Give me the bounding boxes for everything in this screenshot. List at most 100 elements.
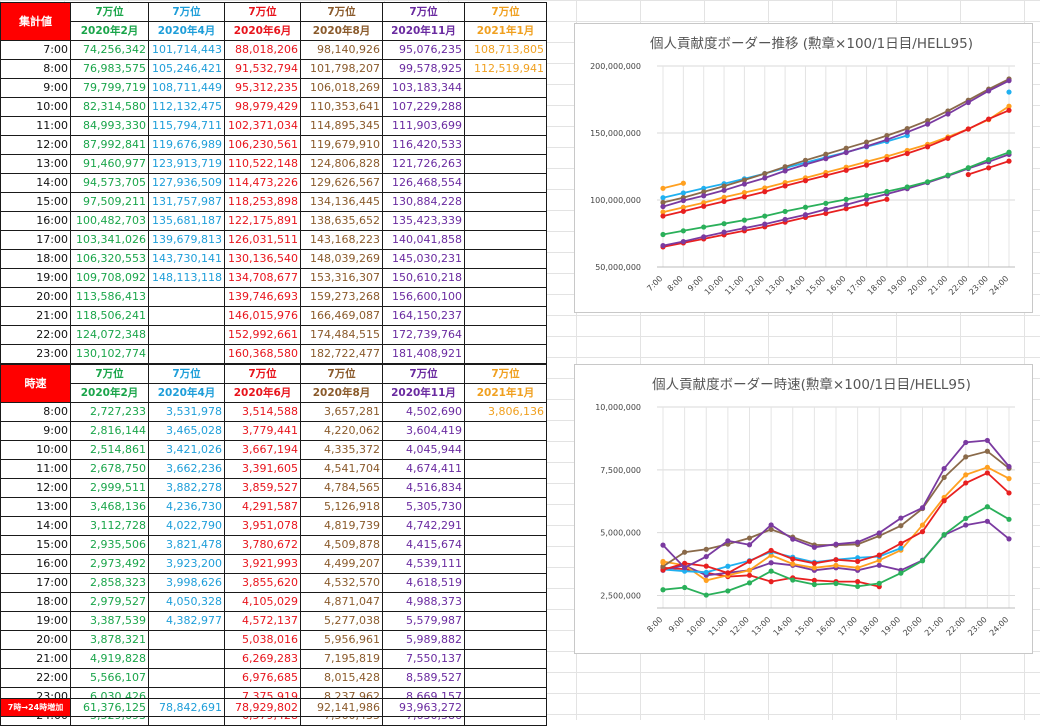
data-point	[941, 498, 947, 504]
value-cell	[464, 497, 547, 517]
data-point	[1006, 149, 1012, 155]
value-cell: 4,572,137	[224, 611, 301, 631]
value-cell: 114,895,345	[300, 116, 383, 136]
x-tick-label: 24:00	[988, 615, 1011, 638]
time-label: 13:00	[0, 154, 71, 174]
data-point	[1006, 463, 1012, 470]
data-point	[965, 99, 971, 106]
table-row: 21:00 118,506,241 146,015,976 166,469,087 16…	[0, 306, 547, 326]
table-row: 22:00 5,566,107 6,976,685 8,015,428 8,589,52…	[0, 668, 547, 688]
value-cell: 3,951,078	[224, 516, 301, 536]
x-tick-label: 12:00	[744, 274, 767, 297]
time-label: 14:00	[0, 516, 71, 536]
value-cell: 6,269,283	[224, 649, 301, 669]
data-point	[811, 560, 817, 566]
table-row: 8:00 2,727,233 3,531,978 3,514,588 3,657,281…	[0, 402, 547, 422]
value-cell: 106,018,269	[300, 78, 383, 98]
table-row: 21:00 4,919,828 6,269,283 7,195,819 7,550,13…	[0, 649, 547, 669]
data-point	[762, 221, 768, 227]
time-label: 17:00	[0, 573, 71, 593]
time-label: 10:00	[0, 97, 71, 117]
table-row: 20:00 113,586,413 139,746,693 159,273,268 15…	[0, 287, 547, 307]
value-cell: 3,882,278	[148, 478, 225, 498]
data-point	[963, 454, 969, 460]
table-row: 8:00 76,983,575 105,246,421 91,532,794 101,7…	[0, 59, 547, 79]
corner-label: 時速	[0, 364, 71, 403]
x-tick-label: 14:00	[784, 274, 807, 297]
data-point	[876, 557, 882, 563]
rank-header: 7万位	[464, 2, 547, 22]
data-point	[1006, 78, 1012, 84]
value-cell: 4,819,739	[300, 516, 383, 536]
value-cell: 4,291,587	[224, 497, 301, 517]
data-point	[660, 199, 666, 206]
table-row: 19:00 3,387,539 4,382,977 4,572,137 5,277,03…	[0, 611, 547, 631]
x-tick-label: 22:00	[947, 274, 970, 297]
time-label: 20:00	[0, 287, 71, 307]
value-cell: 3,662,236	[148, 459, 225, 479]
data-point	[660, 209, 666, 215]
data-point	[802, 161, 809, 168]
data-point	[919, 522, 926, 528]
value-cell: 122,175,891	[224, 211, 301, 231]
value-cell: 182,722,477	[300, 344, 383, 364]
data-point	[768, 547, 774, 554]
value-cell	[464, 535, 547, 555]
data-point	[863, 143, 870, 149]
data-point	[823, 206, 829, 212]
value-cell: 118,253,898	[224, 192, 301, 212]
value-cell	[464, 306, 547, 326]
data-point	[746, 567, 753, 573]
y-tick-label: 100,000,000	[590, 196, 641, 205]
data-point	[898, 540, 904, 546]
data-point	[790, 556, 796, 562]
data-point	[811, 544, 817, 550]
value-cell	[464, 516, 547, 536]
x-tick-label: 11:00	[707, 615, 730, 638]
data-point	[965, 126, 971, 132]
data-point	[984, 518, 990, 524]
series-line-2	[662, 109, 1010, 217]
data-point	[701, 193, 707, 199]
value-cell: 152,992,661	[224, 325, 301, 345]
data-point	[746, 542, 753, 548]
chart-title: 個人貢献度ボーダー時速(勲章×100/1日目/HELL95)	[652, 376, 971, 393]
value-cell: 4,742,291	[382, 516, 465, 536]
value-cell: 4,532,570	[300, 573, 383, 593]
value-cell: 105,246,421	[148, 59, 225, 79]
data-point	[924, 121, 931, 127]
data-point	[762, 175, 768, 181]
x-tick-label: 15:00	[793, 615, 816, 638]
data-point	[855, 579, 861, 585]
x-tick-label: 17:00	[845, 274, 868, 297]
data-point	[802, 204, 809, 210]
data-point	[984, 504, 990, 510]
time-label: 8:00	[0, 402, 71, 422]
period-header: 2021年1月	[464, 383, 547, 403]
value-cell: 2,973,492	[70, 554, 149, 574]
table-row: 9:00 2,816,144 3,465,028 3,779,441 4,220,062…	[0, 421, 547, 441]
data-point	[703, 592, 709, 598]
data-point	[843, 206, 849, 212]
value-cell	[148, 668, 225, 688]
data-point	[746, 580, 753, 586]
data-point	[725, 538, 731, 544]
data-point	[782, 164, 788, 170]
x-tick-label: 8:00	[645, 615, 664, 634]
value-cell: 148,039,269	[300, 249, 383, 269]
value-cell: 4,871,047	[300, 592, 383, 612]
time-label: 23:00	[0, 344, 71, 364]
time-label: 19:00	[0, 268, 71, 288]
value-cell: 139,679,813	[148, 230, 225, 250]
value-cell: 4,516,834	[382, 478, 465, 498]
data-point	[863, 196, 870, 202]
period-header: 2020年2月	[70, 383, 149, 403]
data-point	[1006, 103, 1012, 109]
data-point	[945, 172, 951, 178]
data-point	[855, 539, 861, 545]
table-row: 17:00 2,858,323 3,998,626 3,855,620 4,532,57…	[0, 573, 547, 593]
value-cell: 74,256,342	[70, 40, 149, 60]
table-row: 15:00 97,509,211 131,757,987 118,253,898 134…	[0, 192, 547, 212]
value-cell: 5,579,987	[382, 611, 465, 631]
value-cell	[464, 630, 547, 650]
